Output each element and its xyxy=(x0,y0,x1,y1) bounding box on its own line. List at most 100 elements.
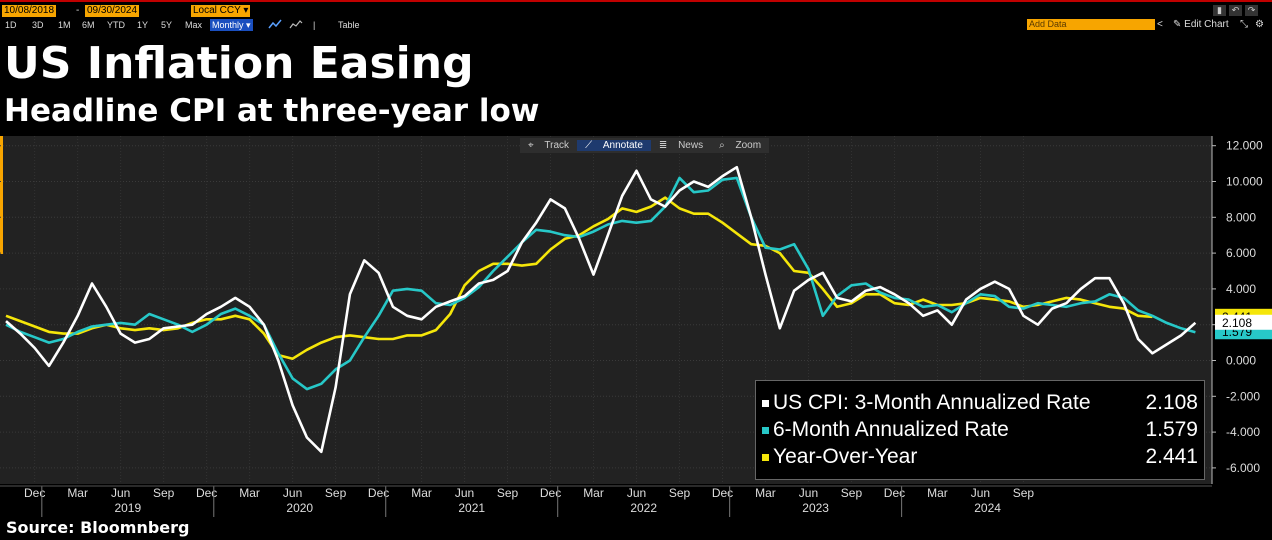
range-1d[interactable]: 1D xyxy=(5,20,17,30)
legend: US CPI: 3-Month Annualized Rate 2.108 6-… xyxy=(755,380,1205,480)
undo-icon[interactable]: ↶ xyxy=(1229,5,1242,16)
series-line-6m xyxy=(5,176,1196,391)
redo-icon[interactable]: ↷ xyxy=(1245,5,1258,16)
zoom-icon: ⌕ xyxy=(719,140,725,151)
legend-item-6m: 6-Month Annualized Rate xyxy=(762,417,1009,443)
zoom-button[interactable]: ⌕ Zoom xyxy=(711,140,769,151)
range-1y[interactable]: 1Y xyxy=(137,20,149,30)
add-data-input[interactable]: Add Data xyxy=(1027,19,1155,30)
x-tick-label: Mar xyxy=(411,486,432,500)
series-line-3m xyxy=(5,165,1197,454)
legend-swatch-yoy xyxy=(762,453,769,461)
table-button[interactable]: Table xyxy=(338,20,360,30)
range-3d[interactable]: 3D xyxy=(32,20,44,30)
legend-swatch-3m xyxy=(762,399,769,407)
x-tick-label: Sep xyxy=(325,486,347,500)
chevron-down-icon: ▾ xyxy=(243,5,249,16)
track-label: Track xyxy=(544,140,570,151)
currency-dropdown[interactable]: Local CCY ▾ xyxy=(191,5,251,17)
zoom-label: Zoom xyxy=(735,140,762,151)
legend-value-6m: 1.579 xyxy=(1145,418,1198,441)
year-label: 2024 xyxy=(974,501,1001,515)
badge-3m-label: 2.108 xyxy=(1222,316,1252,330)
y-tick-label: 10.000 xyxy=(1226,175,1263,189)
x-tick-label: Jun xyxy=(627,486,646,500)
range-6m[interactable]: 6M xyxy=(82,20,95,30)
x-tick-label: Dec xyxy=(884,486,905,500)
x-tick-label: Sep xyxy=(1013,486,1035,500)
legend-item-yoy: Year-Over-Year xyxy=(762,444,917,470)
area-chart-icon[interactable] xyxy=(289,19,303,33)
y-tick-label: 6.000 xyxy=(1226,246,1256,260)
pencil-icon: ✎ xyxy=(1173,19,1182,30)
legend-swatch-6m xyxy=(762,426,769,434)
legend-item-3m: US CPI: 3-Month Annualized Rate xyxy=(762,390,1091,416)
legend-value-3m: 2.108 xyxy=(1145,391,1198,414)
top-accent-line xyxy=(0,0,1272,2)
source-note: Source: Bloomnberg xyxy=(6,518,190,537)
range-max[interactable]: Max xyxy=(185,20,203,30)
x-tick-label: Sep xyxy=(153,486,175,500)
chart-subtitle: Headline CPI at three-year low xyxy=(4,93,540,129)
period-dropdown[interactable]: Monthly ▾ xyxy=(210,19,253,31)
x-tick-label: Mar xyxy=(239,486,260,500)
x-tick-label: Jun xyxy=(455,486,474,500)
x-tick-label: Dec xyxy=(196,486,217,500)
x-tick-label: Dec xyxy=(540,486,561,500)
x-tick-label: Sep xyxy=(669,486,691,500)
range-5y[interactable]: 5Y xyxy=(161,20,173,30)
y-tick-label: 12.000 xyxy=(1226,139,1263,153)
top-bar: 10/08/2018 - 09/30/2024 Local CCY ▾ 1D 3… xyxy=(0,0,1272,32)
gear-icon[interactable]: ⚙ xyxy=(1255,19,1264,30)
news-icon: ≣ xyxy=(658,140,668,151)
track-button[interactable]: ⌖ Track xyxy=(520,140,577,151)
badge-3m-bg xyxy=(1215,314,1272,330)
y-tick-label: -2.000 xyxy=(1226,389,1260,403)
edit-chart-button[interactable]: ✎ Edit Chart xyxy=(1173,19,1229,30)
chart-toolbar: ⌖ Track ⟋ Annotate ≣ News ⌕ Zoom xyxy=(520,138,770,153)
resize-icon[interactable]: ⤡ xyxy=(1240,19,1248,30)
date-separator: - xyxy=(76,5,80,16)
line-chart-icon[interactable] xyxy=(268,19,282,33)
legend-value-yoy: 2.441 xyxy=(1145,445,1198,468)
x-tick-label: Sep xyxy=(497,486,519,500)
annotate-button[interactable]: ⟋ Annotate xyxy=(577,140,651,151)
share-icon[interactable]: < xyxy=(1157,19,1163,30)
range-ytd[interactable]: YTD xyxy=(107,20,125,30)
x-tick-label: Jun xyxy=(799,486,818,500)
legend-label-yoy: Year-Over-Year xyxy=(773,445,918,468)
y-tick-label: -6.000 xyxy=(1226,461,1260,475)
start-date-field[interactable]: 10/08/2018 xyxy=(2,5,57,17)
x-tick-label: Mar xyxy=(927,486,948,500)
separator-icon: | xyxy=(313,20,316,30)
crosshair-icon: ⌖ xyxy=(528,140,534,151)
year-label: 2022 xyxy=(630,501,657,515)
y-tick-label: 8.000 xyxy=(1226,210,1256,224)
x-tick-label: Dec xyxy=(712,486,733,500)
legend-label-3m: US CPI: 3-Month Annualized Rate xyxy=(773,391,1091,414)
year-label: 2019 xyxy=(114,501,141,515)
x-tick-label: Jun xyxy=(971,486,990,500)
x-tick-label: Mar xyxy=(755,486,776,500)
x-tick-label: Jun xyxy=(283,486,302,500)
x-tick-label: Jun xyxy=(111,486,130,500)
year-label: 2021 xyxy=(458,501,485,515)
legend-label-6m: 6-Month Annualized Rate xyxy=(773,418,1009,441)
edit-chart-label: Edit Chart xyxy=(1184,19,1229,30)
x-tick-label: Dec xyxy=(368,486,389,500)
chart-title: US Inflation Easing xyxy=(4,38,474,89)
news-label: News xyxy=(678,140,704,151)
y-tick-label: -4.000 xyxy=(1226,425,1260,439)
range-1m[interactable]: 1M xyxy=(58,20,71,30)
annotate-label: Annotate xyxy=(602,140,643,151)
x-tick-label: Mar xyxy=(583,486,604,500)
year-label: 2023 xyxy=(802,501,829,515)
accent-edge xyxy=(0,136,3,254)
y-tick-label: 4.000 xyxy=(1226,282,1256,296)
pen-icon: ⟋ xyxy=(585,140,593,151)
x-tick-label: Sep xyxy=(841,486,863,500)
news-button[interactable]: ≣ News xyxy=(651,140,711,151)
end-date-field[interactable]: 09/30/2024 xyxy=(85,5,140,17)
minimize-icon[interactable]: ▮ xyxy=(1213,5,1226,16)
